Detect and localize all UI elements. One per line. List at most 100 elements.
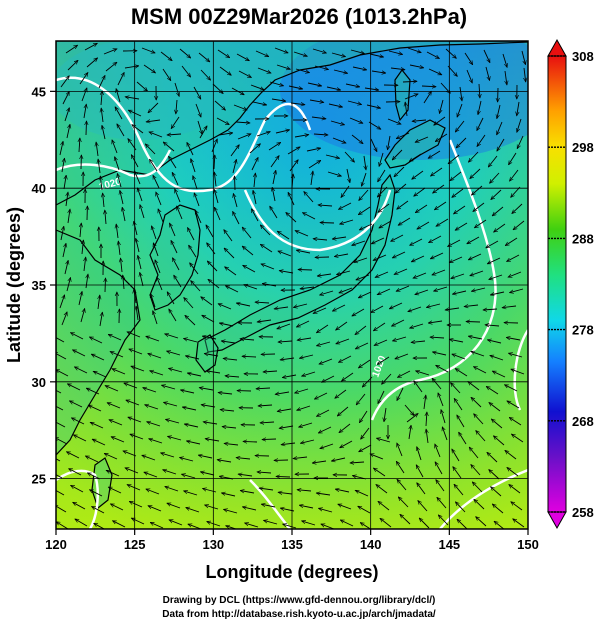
wind-arrow (214, 155, 215, 170)
wind-arrow (233, 104, 247, 110)
wind-arrow (452, 290, 467, 294)
wind-arrow (384, 407, 386, 422)
wind-arrow (359, 410, 368, 423)
colorbar-tick-label: 258 (572, 505, 594, 520)
wind-arrow (378, 169, 386, 182)
wind-arrow (459, 432, 467, 445)
wind-arrow (242, 246, 254, 256)
wind-arrow (434, 116, 446, 125)
wind-arrow (454, 205, 466, 214)
x-tick-label: 125 (124, 537, 146, 552)
wind-arrow (271, 99, 286, 101)
wind-arrow (317, 409, 330, 417)
wind-arrow (318, 426, 332, 434)
wind-arrow (207, 261, 218, 272)
wind-arrow (277, 323, 291, 329)
wind-arrow (62, 243, 66, 258)
wind-arrow (56, 352, 67, 360)
wind-arrow (64, 108, 69, 122)
wind-arrow (509, 353, 523, 358)
wind-arrow (414, 381, 423, 393)
wind-arrow (509, 485, 521, 494)
wind-arrow (131, 517, 145, 525)
wind-arrow (476, 117, 484, 131)
wind-arrow (143, 388, 157, 393)
wind-arrow (116, 89, 121, 103)
wind-arrow (148, 354, 162, 359)
wind-arrow (286, 212, 297, 223)
wind-arrow (476, 431, 486, 442)
wind-arrow (370, 138, 378, 152)
wind-arrow (146, 336, 160, 342)
wind-arrow (279, 271, 294, 274)
wind-arrow (207, 243, 216, 255)
wind-arrow (67, 383, 81, 391)
wind-arrow (359, 444, 372, 453)
wind-arrow (198, 455, 213, 459)
wind-arrow (64, 260, 68, 275)
wind-arrow (340, 519, 354, 527)
wind-arrow (440, 82, 450, 93)
wind-arrow (232, 212, 240, 225)
y-tick-label: 40 (32, 181, 46, 196)
wind-arrow (137, 188, 143, 202)
wind-arrow (182, 407, 197, 411)
wind-arrow (332, 304, 346, 312)
wind-arrow (454, 484, 464, 496)
wind-arrow (122, 207, 126, 222)
wind-arrow (165, 334, 179, 339)
wind-arrow (378, 203, 390, 212)
wind-arrow (434, 201, 447, 210)
wind-arrow (223, 358, 238, 360)
wind-arrow (276, 476, 291, 477)
wind-arrow (428, 68, 442, 76)
wind-arrow (128, 109, 142, 117)
wind-arrow (232, 159, 236, 174)
wind-arrow (260, 422, 275, 423)
y-tick-label: 35 (32, 278, 46, 293)
wind-arrow (252, 101, 267, 105)
wind-arrow (460, 86, 462, 101)
wind-arrow (98, 159, 100, 174)
wind-arrow (483, 49, 491, 63)
wind-arrow (394, 268, 408, 275)
wind-arrow (474, 414, 484, 425)
wind-arrow (397, 479, 407, 491)
wind-arrow (136, 306, 138, 321)
wind-arrow (189, 245, 197, 258)
wind-arrow (309, 99, 324, 102)
wind-arrow (242, 356, 257, 357)
wind-arrow (236, 53, 249, 62)
wind-arrow (298, 270, 313, 271)
wind-arrow (225, 376, 240, 377)
wind-arrow (175, 189, 181, 203)
wind-arrow (415, 136, 429, 142)
y-axis-label: Latitude (degrees) (4, 207, 24, 363)
wind-arrow (453, 467, 462, 479)
wind-arrow (322, 375, 335, 383)
wind-arrow (169, 309, 177, 322)
wind-arrow (89, 336, 103, 344)
wind-arrow (507, 401, 520, 409)
wind-arrow (79, 138, 80, 153)
wind-arrow (197, 120, 202, 134)
wind-arrow (105, 210, 106, 225)
wind-arrow (355, 489, 369, 497)
wind-arrow (339, 287, 353, 293)
wind-arrow (163, 470, 177, 475)
continent-outline (56, 41, 528, 206)
wind-arrow (434, 462, 443, 475)
wind-arrow (279, 425, 294, 428)
wind-arrow (280, 358, 295, 360)
wind-arrow (349, 117, 363, 123)
wind-arrow (339, 423, 351, 433)
wind-arrow (169, 156, 177, 169)
wind-arrow (152, 175, 160, 189)
wind-arrow (474, 366, 487, 374)
wind-arrow (205, 505, 219, 510)
wind-arrow (82, 240, 83, 255)
wind-arrow (158, 209, 164, 223)
wind-arrow (297, 490, 312, 491)
wind-arrow (304, 192, 314, 203)
wind-arrow (319, 508, 333, 513)
